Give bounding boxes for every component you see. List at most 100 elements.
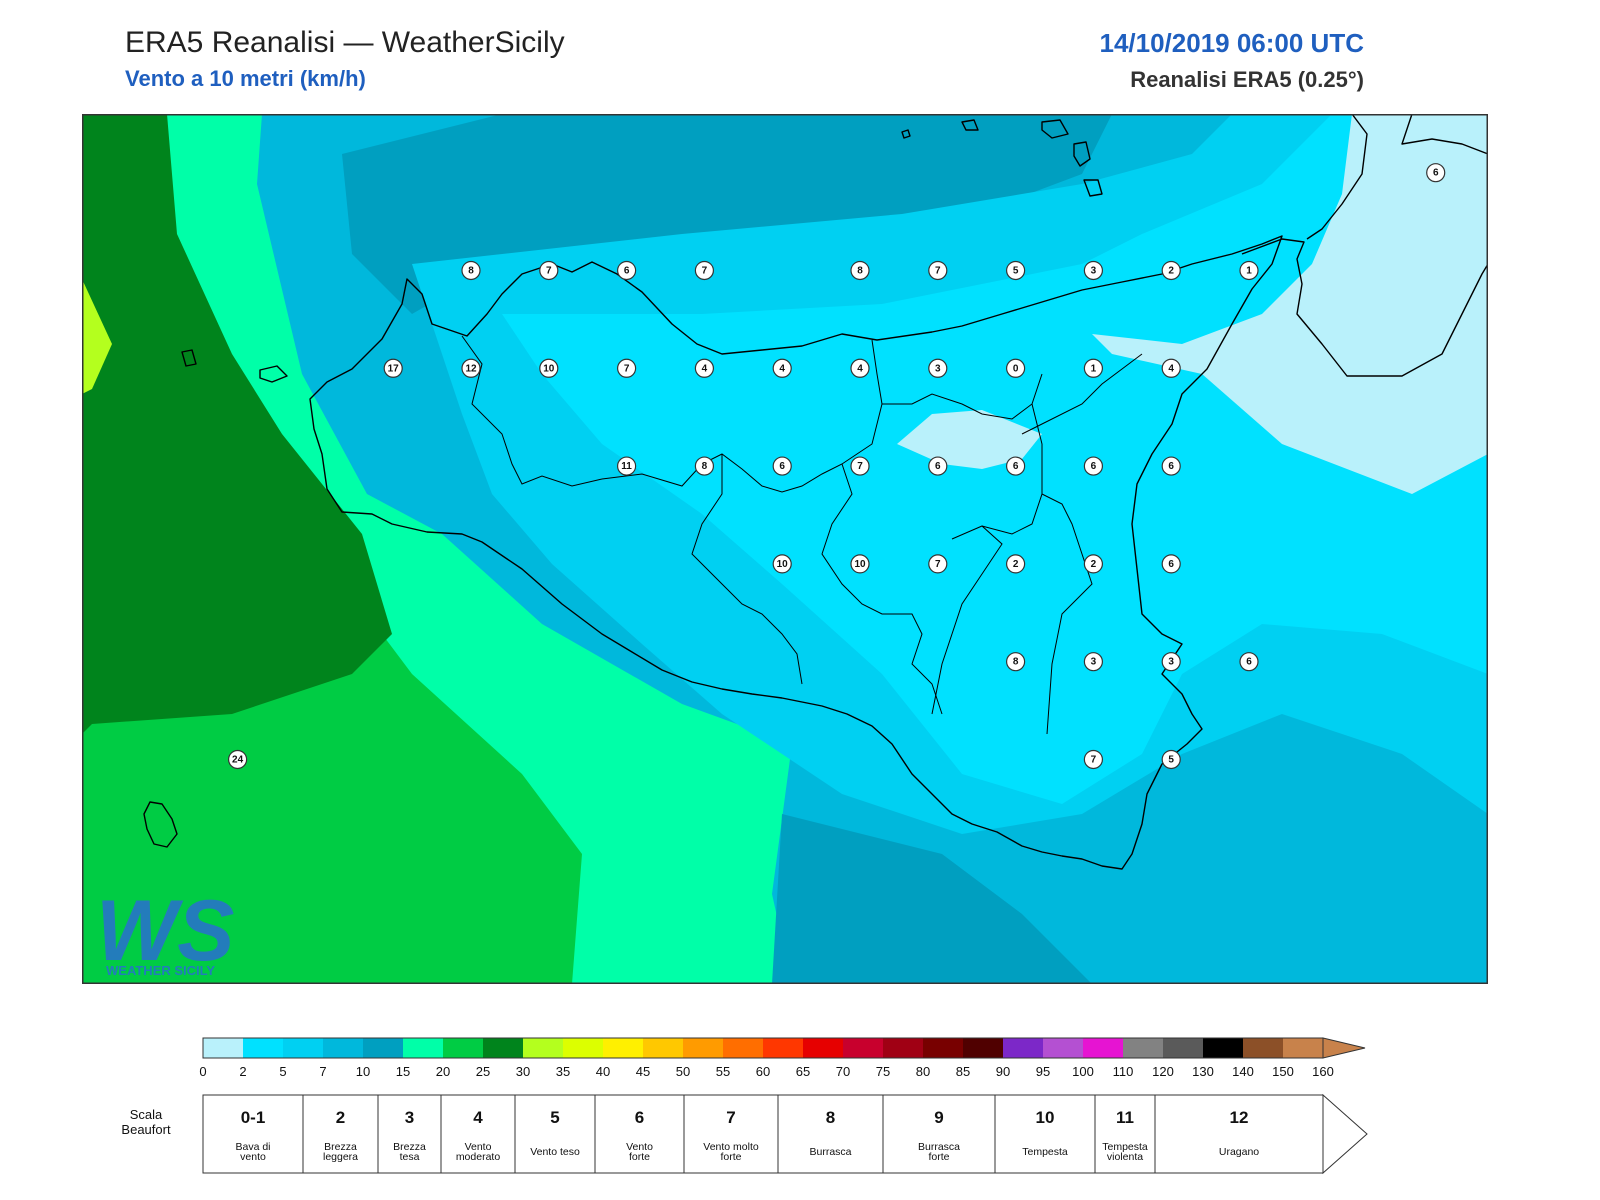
station-value: 8 bbox=[1005, 652, 1026, 672]
colorbar: 0 2 5 7 10 15 20 25 30 35 40 45 50 55 60 65 70 75 80 85 90 95… bbox=[199, 1037, 1366, 1079]
beaufort-description: Vento teso bbox=[530, 1146, 580, 1158]
station-label: 10 bbox=[777, 559, 789, 570]
station-circle bbox=[616, 260, 637, 281]
colorbar-swatch bbox=[1243, 1038, 1284, 1058]
map-subtitle: Vento a 10 metri (km/h) bbox=[125, 66, 366, 91]
colorbar-swatch bbox=[523, 1038, 564, 1058]
beaufort-cell bbox=[882, 1094, 996, 1174]
station-value: 6 bbox=[1239, 652, 1259, 672]
station-circle bbox=[850, 554, 870, 574]
station-circle bbox=[1083, 554, 1104, 574]
weathersicily-logo: WS WEATHER SICILY bbox=[96, 883, 235, 979]
colorbar-tick: 40 bbox=[596, 1064, 610, 1079]
station-value: 12 bbox=[461, 358, 481, 378]
station-value: 10 bbox=[539, 358, 559, 378]
station-label: 8 bbox=[1013, 657, 1019, 668]
beaufort-description: Brezza bbox=[393, 1141, 426, 1153]
beaufort-number: 2 bbox=[336, 1108, 345, 1127]
station-label: 8 bbox=[468, 265, 474, 276]
station-label: 6 bbox=[1246, 657, 1252, 668]
station-label: 7 bbox=[702, 265, 708, 276]
colorbar-swatch bbox=[443, 1038, 484, 1058]
station-circle bbox=[1161, 358, 1181, 378]
station-circle bbox=[1083, 749, 1104, 770]
station-value: 6 bbox=[772, 456, 792, 476]
station-value: 6 bbox=[616, 260, 637, 281]
station-label: 2 bbox=[1013, 559, 1019, 570]
colorbar-swatch bbox=[1043, 1038, 1084, 1058]
colorbar-arrow bbox=[1322, 1037, 1366, 1059]
colorbar-swatch bbox=[723, 1038, 764, 1058]
beaufort-cell bbox=[440, 1094, 516, 1174]
map-frame bbox=[82, 114, 1488, 984]
colorbar-tick: 90 bbox=[996, 1064, 1010, 1079]
station-circle bbox=[928, 554, 948, 574]
station-value: 11 bbox=[616, 456, 637, 476]
station-label: 5 bbox=[1168, 754, 1174, 765]
station-circle bbox=[694, 456, 715, 476]
station-value: 2 bbox=[1083, 554, 1104, 574]
colorbar-tick: 45 bbox=[636, 1064, 650, 1079]
beaufort-label: Scala bbox=[130, 1107, 163, 1122]
beaufort-description: Burrasca bbox=[809, 1146, 851, 1158]
station-circle bbox=[1161, 652, 1181, 672]
beaufort-description: Tempesta bbox=[1102, 1141, 1148, 1153]
legend: 0 2 5 7 10 15 20 25 30 35 40 45 50 55 60 65 70 75 80 85 90 95… bbox=[121, 1037, 1368, 1175]
colorbar-swatch bbox=[1083, 1038, 1124, 1058]
station-label: 6 bbox=[1168, 559, 1174, 570]
map-title: ERA5 Reanalisi — WeatherSicily bbox=[125, 26, 565, 59]
logo-mark: WS bbox=[96, 883, 235, 979]
eolie-vulcano bbox=[1073, 141, 1091, 167]
station-label: 24 bbox=[232, 754, 244, 765]
colorbar-tick: 150 bbox=[1272, 1064, 1294, 1079]
colorbar-tick: 15 bbox=[396, 1064, 410, 1079]
station-value: 2 bbox=[1005, 554, 1026, 574]
colorbar-tick: 30 bbox=[516, 1064, 530, 1079]
beaufort-cell bbox=[377, 1094, 442, 1174]
station-label: 6 bbox=[1013, 461, 1019, 472]
beaufort-cell bbox=[514, 1094, 596, 1174]
station-label: 4 bbox=[1168, 363, 1174, 374]
station-circle bbox=[228, 749, 248, 770]
station-markers: 6587678753211712107444301411867666610107… bbox=[228, 163, 1446, 770]
colorbar-swatch bbox=[683, 1038, 724, 1058]
beaufort-number: 9 bbox=[934, 1108, 943, 1127]
colorbar-swatch bbox=[563, 1038, 604, 1058]
colorbar-swatch bbox=[1283, 1038, 1324, 1058]
colorbar-swatch bbox=[603, 1038, 644, 1058]
station-circle bbox=[850, 456, 870, 476]
beaufort-label-2: Beaufort bbox=[121, 1122, 171, 1137]
station-value: 7 bbox=[928, 554, 948, 574]
station-value: 1 bbox=[1083, 358, 1104, 378]
colorbar-tick: 20 bbox=[436, 1064, 450, 1079]
colorbar-tick: 85 bbox=[956, 1064, 970, 1079]
station-circle bbox=[1083, 358, 1104, 378]
station-circle bbox=[1005, 456, 1026, 476]
station-value: 7 bbox=[1083, 749, 1104, 770]
station-circle bbox=[616, 456, 637, 476]
beaufort-description: Vento bbox=[626, 1141, 653, 1153]
colorbar-tick: 130 bbox=[1192, 1064, 1214, 1079]
beaufort-number: 8 bbox=[826, 1108, 835, 1127]
station-circle bbox=[1005, 260, 1026, 281]
station-value: 7 bbox=[928, 260, 948, 281]
station-label: 7 bbox=[857, 461, 863, 472]
beaufort-description: Tempesta bbox=[1022, 1146, 1068, 1158]
station-circle bbox=[928, 358, 948, 378]
station-label: 1 bbox=[1246, 265, 1252, 276]
beaufort-class: 8 Burrasca bbox=[777, 1094, 884, 1174]
beaufort-class: 10 Tempesta bbox=[994, 1094, 1096, 1174]
colorbar-swatch bbox=[323, 1038, 364, 1058]
egadi-marettimo bbox=[181, 349, 197, 367]
station-circle bbox=[616, 358, 637, 378]
station-value: 3 bbox=[1083, 652, 1104, 672]
beaufort-description: Vento molto bbox=[703, 1141, 759, 1153]
station-label: 6 bbox=[1168, 461, 1174, 472]
station-circle bbox=[1161, 749, 1181, 770]
colorbar-swatch bbox=[923, 1038, 964, 1058]
